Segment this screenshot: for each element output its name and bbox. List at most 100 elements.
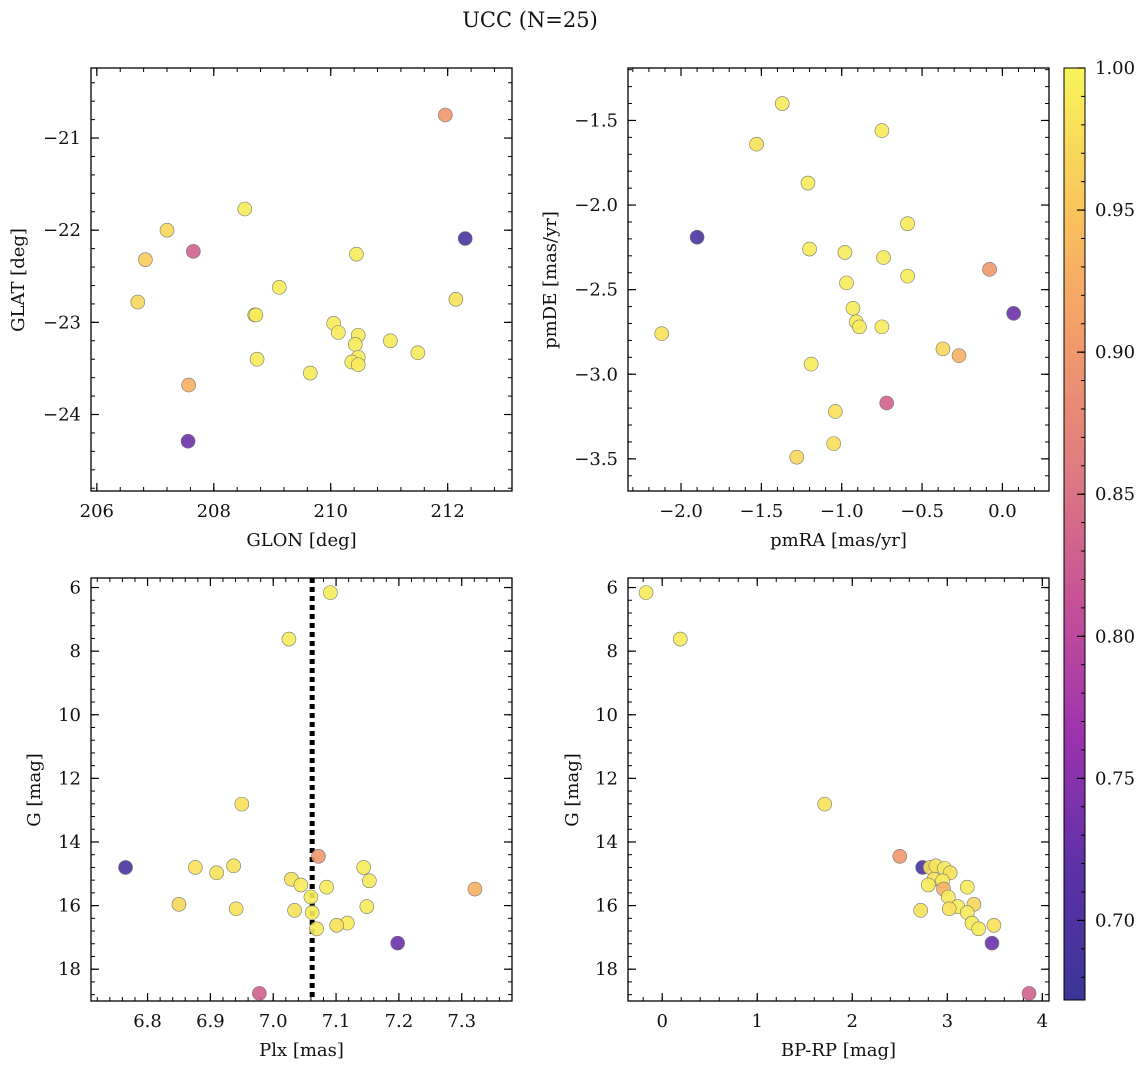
x-tick-label: 208 <box>197 501 231 522</box>
data-point <box>913 903 929 918</box>
data-point <box>349 246 364 262</box>
data-point <box>159 222 175 238</box>
x-tick-label: 1 <box>752 1011 763 1032</box>
y-tick-label: 14 <box>58 832 81 853</box>
figure-title: UCC (N=25) <box>462 8 598 32</box>
data-point <box>319 879 334 895</box>
data-point <box>323 585 338 600</box>
y-tick-label: −2.5 <box>574 280 618 301</box>
data-point <box>921 877 936 893</box>
data-point <box>186 244 201 259</box>
data-point <box>800 175 816 191</box>
y-tick-label: 8 <box>70 641 81 662</box>
data-point <box>249 351 265 367</box>
plot-frame <box>90 67 513 492</box>
data-point <box>803 356 819 372</box>
data-point <box>839 275 854 291</box>
data-point <box>130 294 146 310</box>
data-point <box>438 107 453 123</box>
x-tick-label: −1.5 <box>740 501 784 522</box>
x-tick-label: 7.3 <box>447 1011 476 1032</box>
y-tick-label: 10 <box>58 705 81 726</box>
colorbar-tick-label: 0.90 <box>1095 342 1135 363</box>
data-point <box>359 899 375 914</box>
data-point <box>941 901 957 917</box>
colorbar-tick-label: 0.85 <box>1095 484 1135 505</box>
data-point <box>309 921 324 937</box>
x-tick-label: 0 <box>656 1011 667 1032</box>
y-tick-label: −23 <box>43 312 81 333</box>
x-axis-label: BP-RP [mag] <box>781 1040 896 1061</box>
x-tick-label: 0.0 <box>988 501 1017 522</box>
y-tick-label: 16 <box>58 896 81 917</box>
colorbar-tick-label: 0.95 <box>1095 200 1135 221</box>
data-point <box>390 935 405 951</box>
x-tick-label: 6.9 <box>196 1011 225 1032</box>
data-point <box>304 905 320 920</box>
x-tick-label: 3 <box>942 1011 953 1032</box>
data-point <box>892 848 908 864</box>
plot-frame <box>627 577 1050 1002</box>
y-tick-label: 10 <box>595 705 618 726</box>
data-point <box>237 201 253 217</box>
y-tick-label: −3.5 <box>574 449 618 470</box>
data-point <box>228 901 244 917</box>
data-point <box>935 341 951 357</box>
data-point <box>293 877 309 893</box>
y-tick-label: 12 <box>595 768 618 789</box>
y-axis-label: G [mag] <box>562 753 583 826</box>
data-point <box>467 881 483 897</box>
data-point <box>638 585 654 600</box>
data-point <box>383 333 398 349</box>
data-point <box>837 245 853 260</box>
data-point <box>971 921 986 937</box>
data-point <box>448 292 464 307</box>
colorbar-gradient <box>1063 67 1086 1001</box>
data-point <box>876 250 891 265</box>
data-point <box>845 300 861 316</box>
data-point <box>181 377 196 393</box>
data-point <box>180 433 196 449</box>
data-point <box>302 365 318 381</box>
x-axis-label: GLON [deg] <box>246 530 356 551</box>
data-point <box>874 319 890 335</box>
data-point <box>303 889 319 905</box>
y-tick-label: −24 <box>43 405 81 426</box>
x-tick-label: 2 <box>847 1011 858 1032</box>
y-tick-label: 18 <box>595 959 618 980</box>
data-point <box>900 216 915 231</box>
y-tick-label: −2.0 <box>574 195 618 216</box>
y-tick-label: −21 <box>43 128 81 149</box>
data-point <box>311 848 326 864</box>
y-axis-label: pmDE [mas/yr] <box>540 211 561 349</box>
panel-top-right: −2.0 −1.5 −1.0 −0.5 0.0 −3.5 −3.0 −2.5 −2.0 −1.5 p… <box>540 67 1050 551</box>
data-point <box>900 268 915 284</box>
x-tick-label: 206 <box>80 501 114 522</box>
data-point <box>209 865 224 881</box>
colorbar-tick-label: 0.70 <box>1095 910 1135 931</box>
plot-frame <box>90 577 513 1002</box>
data-point <box>986 918 1002 933</box>
panel-bottom-left: 6.8 6.9 7.0 7.1 7.2 7.3 6 8 10 12 14 16 18 Plx [mas] G… <box>24 577 513 1061</box>
y-tick-label: −1.5 <box>574 110 618 131</box>
data-point <box>654 326 670 341</box>
data-point <box>188 860 203 875</box>
x-tick-label: 7.0 <box>259 1011 288 1032</box>
data-point <box>802 241 817 257</box>
data-point <box>959 879 975 895</box>
colorbar-tick-label: 0.80 <box>1095 626 1135 647</box>
data-point <box>874 123 890 138</box>
data-point <box>347 337 363 352</box>
data-point <box>356 860 372 875</box>
data-point <box>234 796 250 812</box>
y-tick-label: 14 <box>595 832 618 853</box>
y-tick-label: 12 <box>58 768 81 789</box>
data-point <box>118 860 133 875</box>
data-point <box>287 903 302 918</box>
data-point <box>689 229 705 245</box>
x-tick-label: 6.8 <box>133 1011 162 1032</box>
data-point <box>138 252 153 267</box>
x-tick-label: 210 <box>314 501 348 522</box>
data-point <box>171 897 187 912</box>
